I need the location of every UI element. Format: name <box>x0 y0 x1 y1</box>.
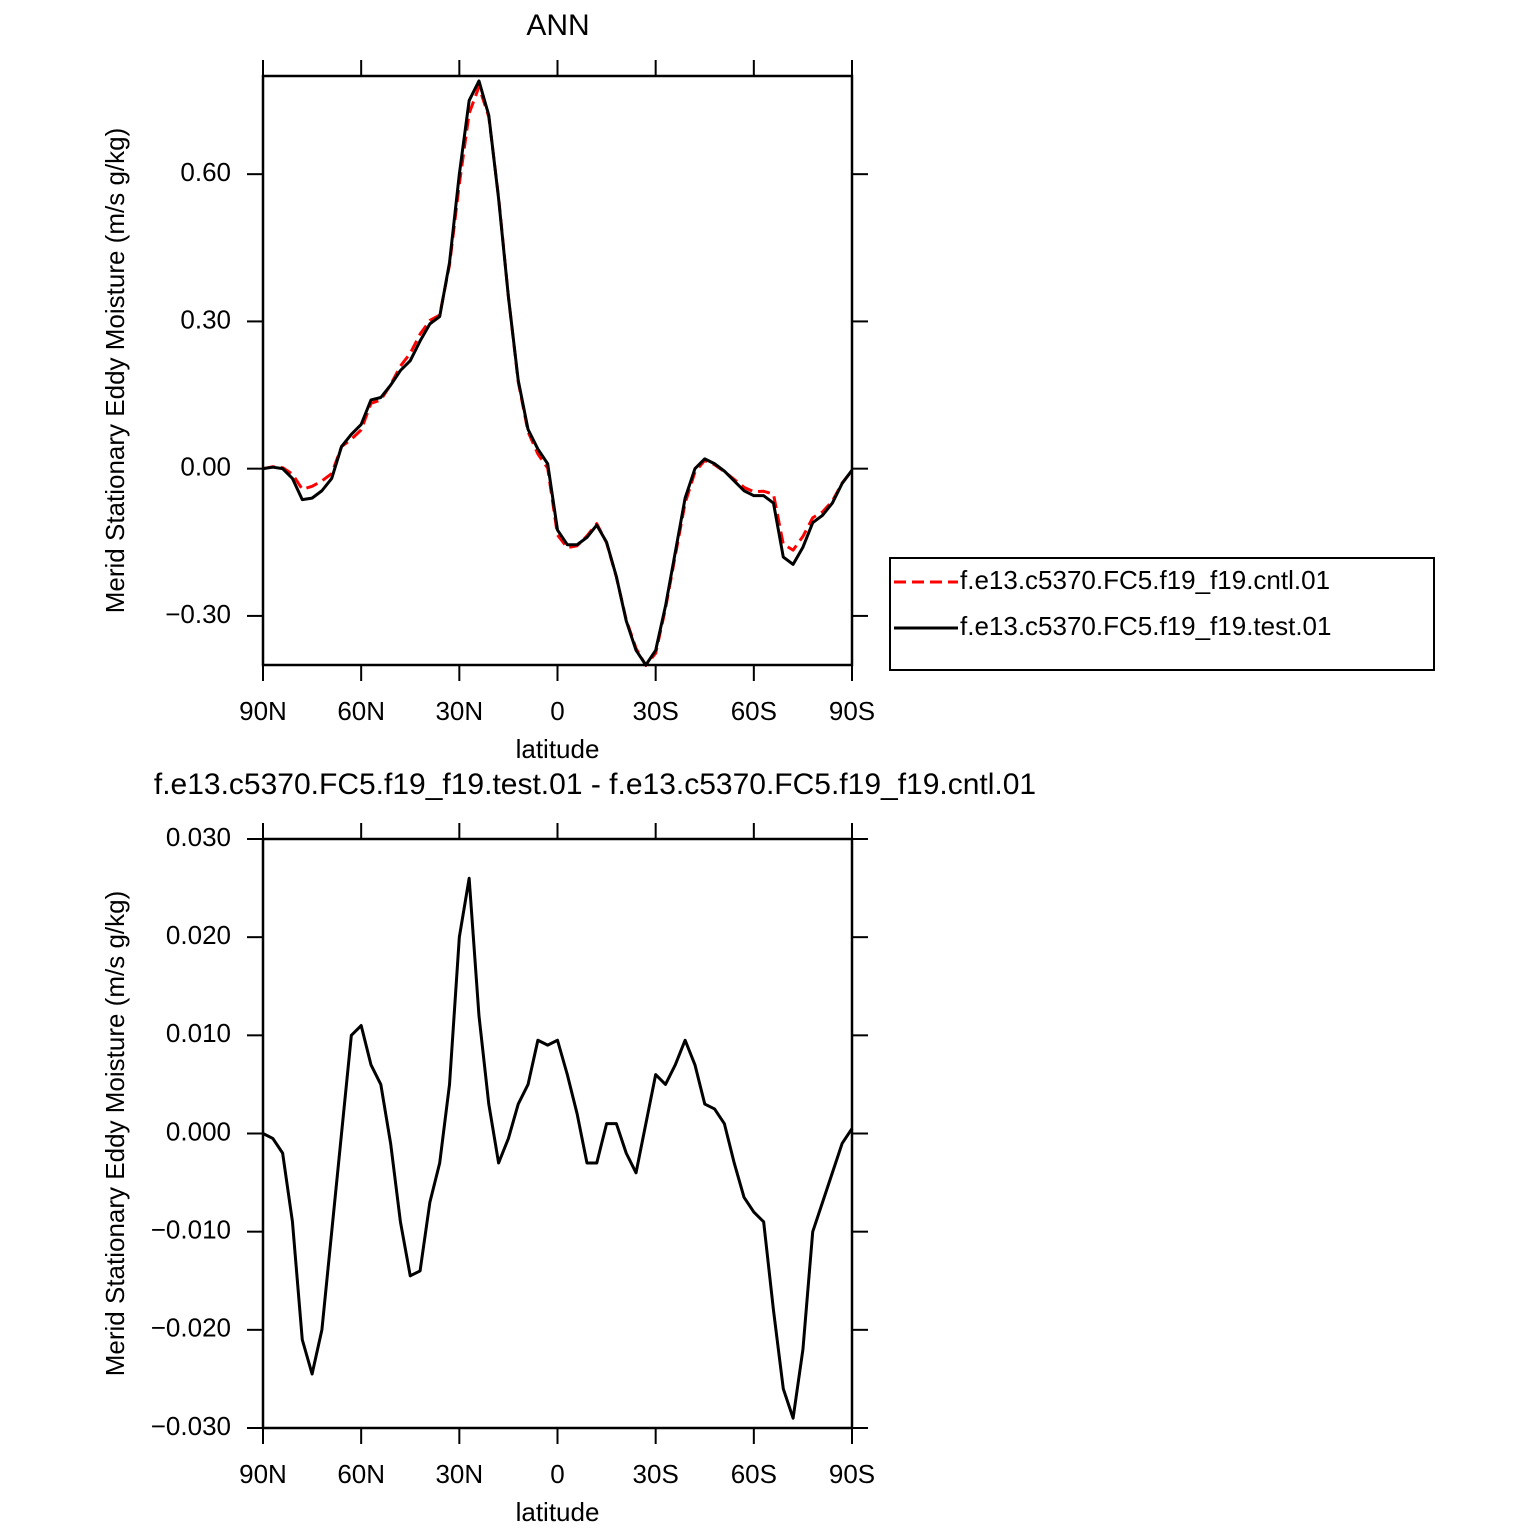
y-tick-label: 0.00 <box>180 452 231 482</box>
x-tick-label: 30N <box>435 1459 483 1489</box>
x-tick-label: 60N <box>337 1459 385 1489</box>
series-line <box>262 85 854 667</box>
y-axis-label: Merid Stationary Eddy Moisture (m/s g/kg… <box>100 128 130 614</box>
x-tick-label: 0 <box>550 1459 564 1489</box>
legend: f.e13.c5370.FC5.f19_f19.cntl.01 f.e13.c53… <box>889 557 1435 671</box>
y-tick-label: −0.030 <box>151 1411 231 1441</box>
x-tick-label: 30S <box>633 696 679 726</box>
chart-title: ANN <box>526 9 589 42</box>
x-axis-label: latitude <box>516 734 600 764</box>
x-tick-label: 30N <box>435 696 483 726</box>
y-tick-label: 0.020 <box>166 920 231 950</box>
y-axis-label: Merid Stationary Eddy Moisture (m/s g/kg… <box>100 891 130 1377</box>
x-axis-label: latitude <box>516 1497 600 1527</box>
y-tick-label: 0.000 <box>166 1116 231 1146</box>
y-tick-label: 0.030 <box>166 822 231 852</box>
plot-frame <box>261 837 854 1430</box>
series-line <box>262 79 854 667</box>
x-tick-label: 90S <box>829 1459 875 1489</box>
y-tick-label: 0.30 <box>180 304 231 334</box>
x-tick-label: 60S <box>731 1459 777 1489</box>
legend-label: f.e13.c5370.FC5.f19_f19.cntl.01 <box>960 565 1330 595</box>
plot-frame <box>261 74 854 667</box>
x-tick-label: 0 <box>550 696 564 726</box>
x-tick-label: 90S <box>829 696 875 726</box>
series-line <box>262 876 854 1420</box>
x-tick-label: 60N <box>337 696 385 726</box>
y-tick-label: 0.010 <box>166 1018 231 1048</box>
chart-title: f.e13.c5370.FC5.f19_f19.test.01 - f.e13.… <box>154 768 1036 801</box>
x-tick-label: 30S <box>633 1459 679 1489</box>
y-tick-label: −0.30 <box>165 599 231 629</box>
y-tick-label: −0.020 <box>151 1313 231 1343</box>
x-tick-label: 60S <box>731 696 777 726</box>
legend-label: f.e13.c5370.FC5.f19_f19.test.01 <box>960 611 1331 641</box>
y-tick-label: −0.010 <box>151 1215 231 1245</box>
legend-box <box>889 557 1435 671</box>
x-tick-label: 90N <box>239 1459 287 1489</box>
y-tick-label: 0.60 <box>180 157 231 187</box>
x-tick-label: 90N <box>239 696 287 726</box>
